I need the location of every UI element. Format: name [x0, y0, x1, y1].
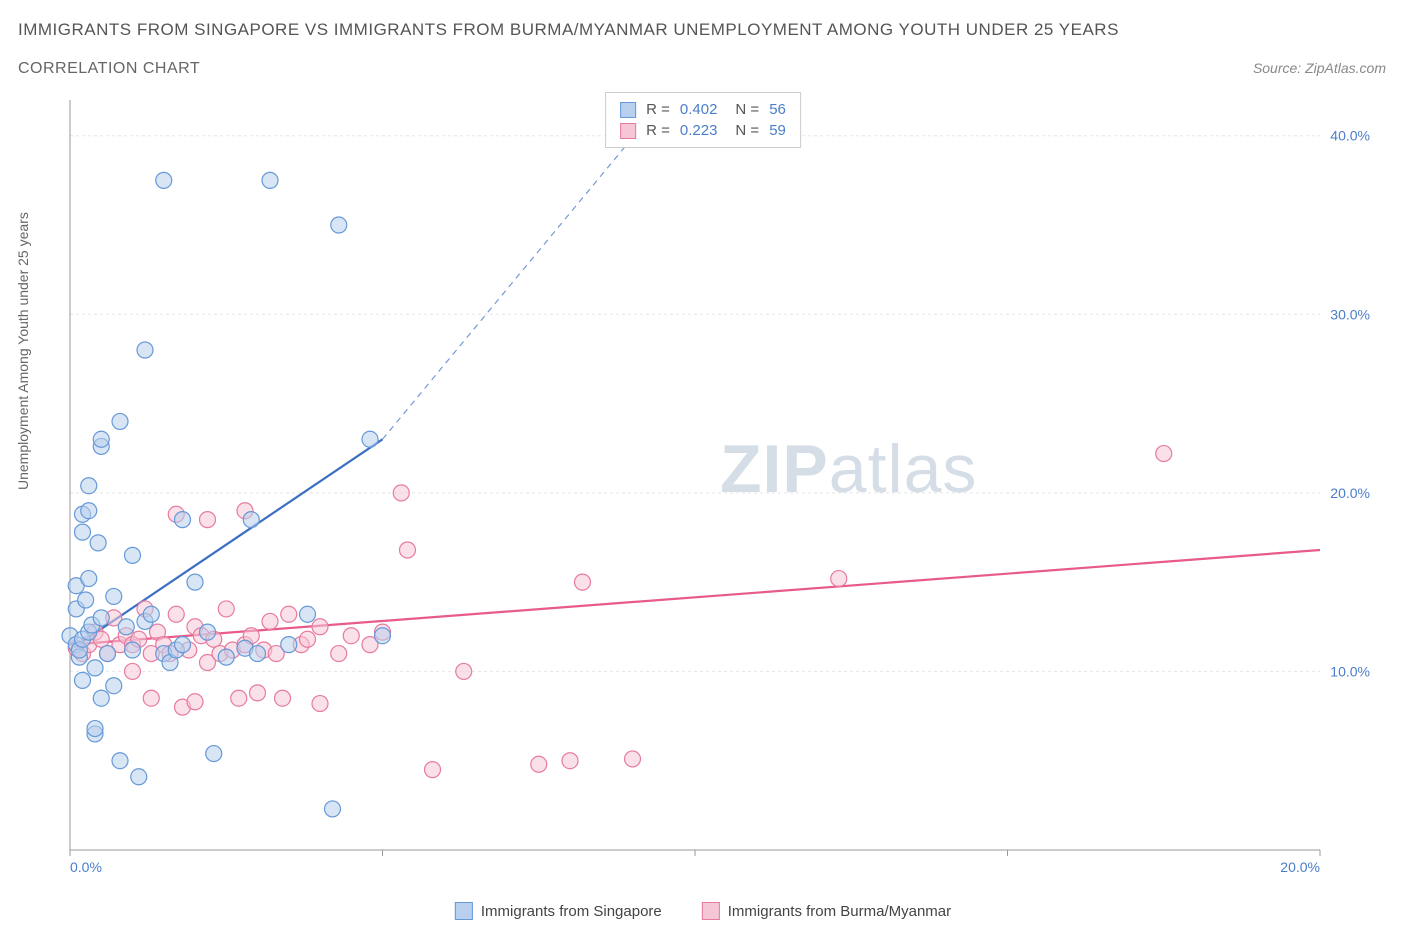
stats-row-b: R = 0.223 N = 59	[620, 120, 786, 141]
legend-label-a: Immigrants from Singapore	[481, 903, 662, 920]
n-value-b: 59	[769, 122, 786, 139]
stats-row-a: R = 0.402 N = 56	[620, 99, 786, 120]
legend-swatch-b	[702, 902, 720, 920]
svg-text:20.0%: 20.0%	[1330, 485, 1370, 501]
chart-title: IMMIGRANTS FROM SINGAPORE VS IMMIGRANTS …	[18, 20, 1119, 40]
legend-item-b: Immigrants from Burma/Myanmar	[702, 902, 951, 920]
legend-item-a: Immigrants from Singapore	[455, 902, 662, 920]
r-value-a: 0.402	[680, 101, 718, 118]
svg-text:10.0%: 10.0%	[1330, 663, 1370, 679]
legend-swatch-a	[455, 902, 473, 920]
r-label: R =	[646, 101, 670, 118]
stats-swatch-a	[620, 102, 636, 118]
y-axis-label: Unemployment Among Youth under 25 years	[15, 212, 31, 490]
r-label: R =	[646, 122, 670, 139]
legend-label-b: Immigrants from Burma/Myanmar	[728, 903, 951, 920]
r-value-b: 0.223	[680, 122, 718, 139]
svg-text:40.0%: 40.0%	[1330, 128, 1370, 144]
chart-plot-area: 10.0% 20.0% 30.0% 40.0% 0.0% 20.0%	[60, 90, 1380, 880]
svg-text:20.0%: 20.0%	[1280, 859, 1320, 875]
chart-subtitle: CORRELATION CHART	[18, 60, 200, 78]
n-label: N =	[735, 101, 759, 118]
source-label: Source: ZipAtlas.com	[1253, 60, 1386, 76]
scatter-svg: 10.0% 20.0% 30.0% 40.0% 0.0% 20.0%	[60, 90, 1380, 880]
svg-text:30.0%: 30.0%	[1330, 306, 1370, 322]
n-label: N =	[735, 122, 759, 139]
n-value-a: 56	[769, 101, 786, 118]
stats-legend-box: R = 0.402 N = 56 R = 0.223 N = 59	[605, 92, 801, 148]
legend-bottom: Immigrants from Singapore Immigrants fro…	[455, 902, 951, 920]
svg-text:0.0%: 0.0%	[70, 859, 102, 875]
stats-swatch-b	[620, 123, 636, 139]
